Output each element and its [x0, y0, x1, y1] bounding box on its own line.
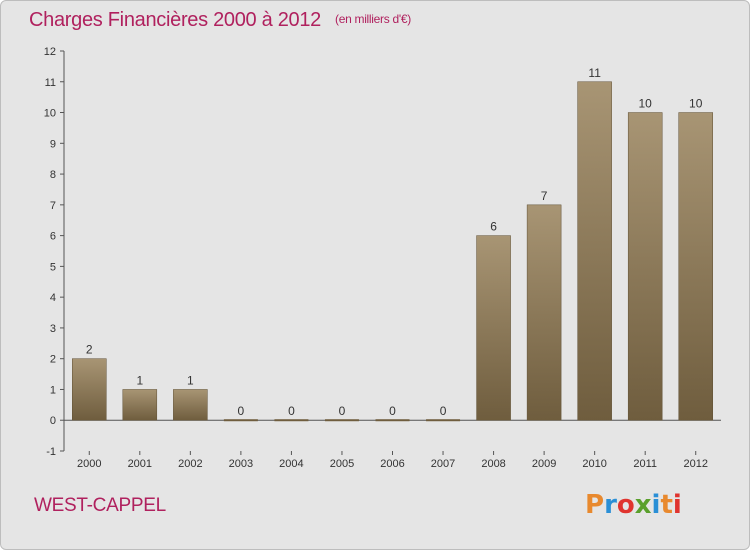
x-tick-label-2000: 2000 [77, 458, 101, 470]
logo-letter: o [616, 490, 635, 520]
logo-letter: r [604, 490, 617, 520]
bar-2002 [173, 389, 208, 421]
value-label-2009: 7 [541, 189, 548, 203]
bar-2001 [122, 389, 158, 421]
y-tick-label: 1 [50, 384, 56, 396]
x-tick-label-2007: 2007 [431, 458, 455, 470]
logo-letter: i [672, 490, 682, 520]
x-tick-label-2009: 2009 [532, 458, 556, 470]
value-label-2011: 10 [639, 97, 653, 111]
bar-2004 [274, 419, 309, 422]
y-tick-label: 5 [50, 261, 56, 273]
value-label-2003: 0 [238, 404, 245, 418]
x-tick-label-2005: 2005 [330, 458, 354, 470]
y-tick-label: 6 [50, 231, 56, 243]
y-tick-label: 8 [50, 169, 56, 181]
logo-letter: P [585, 490, 605, 520]
bar-2006 [375, 419, 410, 422]
bar-2009 [526, 204, 562, 421]
y-tick-label: 12 [44, 46, 56, 58]
y-tick-label: 3 [50, 323, 56, 335]
value-label-2008: 6 [490, 220, 497, 234]
value-label-2010: 11 [588, 66, 601, 80]
y-tick-label: 7 [50, 200, 56, 212]
value-label-2012: 10 [689, 97, 703, 111]
x-tick-label-2006: 2006 [380, 458, 404, 470]
x-tick-label-2003: 2003 [229, 458, 253, 470]
logo-letter: t [660, 490, 673, 520]
bar-2000 [72, 358, 107, 421]
value-label-2007: 0 [440, 404, 447, 418]
value-label-2001: 1 [136, 373, 143, 387]
y-tick-label: -1 [46, 446, 56, 458]
y-tick-label: 10 [44, 108, 56, 120]
logo-letter: i [651, 490, 661, 520]
y-tick-label: 9 [50, 138, 56, 150]
bar-2011 [627, 112, 663, 421]
chart-title-text: Charges Financières 2000 à 2012 [29, 9, 322, 31]
bar-2007 [426, 419, 461, 422]
x-tick-label-2011: 2011 [633, 458, 657, 470]
x-tick-label-2010: 2010 [582, 458, 606, 470]
bar-2010 [577, 81, 612, 421]
logo-letter: x [634, 490, 652, 520]
y-tick-label: 4 [50, 292, 56, 304]
proxiti-logo[interactable]: Proxiti [585, 490, 682, 520]
value-label-2002: 1 [187, 373, 194, 387]
bar-2005 [324, 419, 359, 422]
x-tick-label-2002: 2002 [178, 458, 202, 470]
bar-2012 [678, 112, 713, 421]
value-label-2004: 0 [288, 404, 295, 418]
x-tick-label-2008: 2008 [481, 458, 505, 470]
y-tick-label: 11 [45, 77, 56, 89]
bar-2008 [476, 235, 511, 421]
commune-name: WEST-CAPPEL [34, 495, 166, 516]
y-tick-label: 2 [50, 354, 56, 366]
value-label-2005: 0 [339, 404, 346, 418]
x-tick-label-2012: 2012 [683, 458, 707, 470]
chart-title: Charges Financières 2000 à 2012 (en milli… [29, 9, 411, 32]
value-label-2000: 2 [86, 343, 93, 357]
value-label-2006: 0 [389, 404, 396, 418]
chart-subtitle: (en milliers d'€) [335, 12, 411, 26]
x-tick-label-2004: 2004 [279, 458, 303, 470]
y-tick-label: 0 [50, 415, 56, 427]
bar-2003 [223, 419, 258, 422]
x-tick-label-2001: 2001 [128, 458, 152, 470]
